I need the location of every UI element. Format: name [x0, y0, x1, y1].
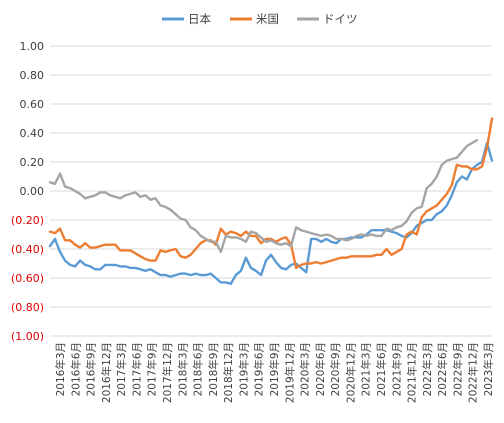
legend-label: ドイツ [323, 12, 358, 26]
x-tick-label: 2022年3月 [421, 342, 434, 396]
y-tick-label: 0.60 [20, 98, 45, 111]
x-tick-label: 2021年3月 [360, 342, 373, 396]
y-tick-label: 0.80 [20, 69, 45, 82]
x-tick-label: 2017年12月 [161, 342, 174, 403]
x-tick-label: 2019年3月 [237, 342, 250, 396]
x-tick-label: 2021年6月 [375, 342, 388, 396]
legend-label: 日本 [188, 12, 211, 26]
x-tick-label: 2020年3月 [299, 342, 312, 396]
y-tick-label: (0.60) [11, 272, 44, 285]
x-tick-label: 2016年12月 [100, 342, 113, 403]
x-tick-label: 2017年9月 [146, 342, 159, 396]
x-tick-label: 2019年9月 [268, 342, 281, 396]
x-tick-label: 2020年6月 [314, 342, 327, 396]
y-axis: 1.00 0.80 0.60 0.40 0.20 0.00 (0.20) (0.40) (0.6… [11, 40, 44, 343]
x-tick-label: 2016年9月 [85, 342, 98, 396]
x-tick-label: 2020年12月 [344, 342, 357, 403]
x-tick-label: 2018年9月 [207, 342, 220, 396]
y-tick-label: (1.00) [11, 330, 44, 343]
y-tick-label: 0.00 [20, 185, 45, 198]
y-tick-label: 0.20 [20, 156, 45, 169]
x-tick-label: 2019年12月 [283, 342, 296, 403]
grid [50, 45, 492, 337]
x-tick-label: 2021年12月 [406, 342, 419, 403]
x-tick-label: 2018年3月 [176, 342, 189, 396]
series-line-3 [48, 139, 479, 254]
x-tick-label: 2022年6月 [436, 342, 449, 396]
series-layer [48, 117, 494, 285]
x-tick-label: 2021年9月 [390, 342, 403, 396]
y-tick-label: 1.00 [20, 40, 45, 53]
series-line-2 [48, 117, 494, 270]
y-tick-label: (0.40) [11, 243, 44, 256]
x-tick-label: 2016年6月 [69, 342, 82, 396]
y-tick-label: 0.40 [20, 127, 45, 140]
y-tick-label: (0.20) [11, 214, 44, 227]
x-tick-label: 2018年12月 [222, 342, 235, 403]
x-tick-label: 2020年9月 [329, 342, 342, 396]
x-tick-label: 2019年6月 [253, 342, 266, 396]
y-tick-label: (0.80) [11, 301, 44, 314]
x-tick-label: 2016年3月 [54, 342, 67, 396]
x-tick-label: 2017年6月 [130, 342, 143, 396]
x-tick-label: 2017年3月 [115, 342, 128, 396]
x-tick-label: 2023年3月 [482, 342, 495, 396]
x-axis: 2016年3月 2016年6月 2016年9月 2016年12月 2017年3月 2017… [54, 342, 495, 403]
x-tick-label: 2022年9月 [451, 342, 464, 396]
legend-label: 米国 [256, 12, 279, 26]
x-tick-label: 2018年6月 [192, 342, 205, 396]
legend: 日本 米国 ドイツ [162, 12, 358, 26]
x-tick-label: 2022年12月 [467, 342, 480, 403]
